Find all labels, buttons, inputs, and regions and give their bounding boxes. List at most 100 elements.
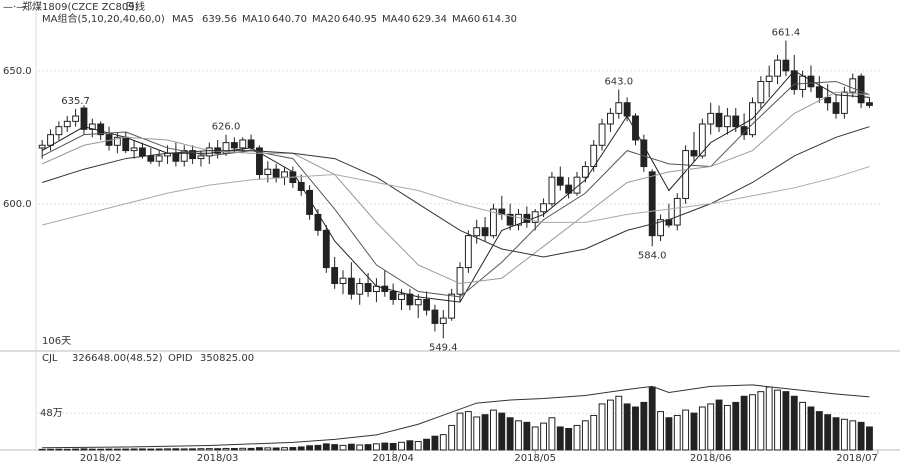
period: 日线 [125, 0, 145, 13]
candle-body [832, 102, 840, 114]
candle-body [139, 147, 146, 157]
candle-body [490, 208, 497, 237]
volume-bar [306, 445, 314, 451]
candle-body [690, 150, 698, 157]
volume-bar [824, 414, 832, 451]
annotation: 626.0 [212, 122, 241, 133]
volume-bar [615, 395, 623, 451]
volume-bar [38, 448, 46, 451]
candle-body [715, 112, 723, 128]
volume-bar [431, 435, 439, 451]
volume-bar [63, 448, 71, 451]
candle-body [189, 150, 197, 160]
volume-bar [540, 422, 547, 451]
legend-value: 629.34 [412, 14, 447, 25]
candle-body [97, 123, 105, 136]
candle-body [673, 197, 681, 226]
candle-body [723, 115, 731, 128]
candle-body [347, 277, 355, 295]
volume-bar [857, 421, 865, 451]
volume-bar [448, 424, 456, 451]
volume-bar [473, 416, 481, 451]
y-tick-label: 48万 [40, 408, 63, 419]
candle-body [431, 309, 439, 324]
candle-body [774, 59, 781, 77]
volume-bar [840, 418, 848, 451]
volume-latest: 326648.00(48.52) [72, 353, 163, 364]
candle-body [615, 102, 623, 114]
candle-body [423, 298, 430, 311]
volume-bar [506, 417, 514, 451]
candle-body [857, 75, 865, 104]
volume-bar [339, 444, 347, 451]
candle-body [682, 150, 690, 199]
candle-body [331, 267, 339, 285]
volume-bar [155, 448, 163, 451]
volume-bar [673, 414, 681, 451]
volume-bar [398, 441, 405, 451]
candle-body [364, 283, 372, 293]
candle-body [155, 155, 163, 162]
volume-bar [373, 443, 380, 451]
footnote: 106天 [42, 336, 71, 347]
volume-bar [707, 403, 715, 451]
volume-bar [164, 448, 171, 451]
volume-bar [790, 395, 798, 451]
candle-body [464, 235, 472, 269]
volume-bar [490, 409, 497, 451]
volume-bar [147, 448, 155, 451]
volume-bar [732, 401, 740, 451]
volume-bar [623, 403, 631, 451]
volume-bar [97, 448, 105, 451]
annotation: 635.7 [61, 96, 90, 107]
oi-name: OPID [168, 353, 193, 364]
candle-body [356, 283, 364, 295]
candle-body [130, 147, 138, 152]
volume-bar [598, 403, 606, 451]
candle-body [38, 144, 46, 149]
candle-body [481, 227, 489, 237]
candle-body [264, 168, 272, 176]
x-tick-label: 2018/07 [836, 453, 878, 464]
legend-name: MA5 [172, 14, 194, 25]
volume-bar [347, 443, 355, 451]
candle-body [222, 142, 230, 154]
volume-bar [606, 399, 614, 451]
candle-body [322, 229, 330, 269]
candle-body [122, 136, 130, 152]
candle-body [47, 134, 54, 146]
candle-body [389, 291, 397, 300]
volume-bar [439, 434, 447, 451]
candle-body [606, 112, 614, 125]
candle-body [272, 168, 280, 178]
volume-bar [849, 420, 857, 451]
volume-bar [640, 401, 648, 451]
volume-bar [289, 447, 297, 451]
candle-body [180, 150, 188, 162]
volume-bar [197, 448, 205, 451]
volume-bar [239, 447, 247, 451]
x-tick-label: 2018/03 [197, 453, 239, 464]
volume-bar [657, 411, 664, 451]
candle-body [640, 139, 648, 168]
volume-bar [782, 391, 790, 451]
volume-bar [665, 417, 673, 451]
volume-bar [222, 447, 230, 451]
candle-body [782, 59, 790, 72]
volume-bar [297, 446, 305, 451]
ma-legend-title: MA组合(5,10,20,40,60,0) [42, 12, 165, 25]
volume-bar [548, 417, 556, 451]
volume-bar [322, 443, 330, 451]
volume-bar [272, 447, 280, 451]
volume-bar [464, 411, 472, 451]
volume-bar [774, 389, 781, 451]
volume-bar [281, 447, 288, 451]
candle-body [573, 176, 581, 194]
volume-bar [314, 444, 322, 451]
candle-body [740, 126, 748, 136]
volume-bar [556, 426, 564, 451]
candle-body [849, 78, 857, 93]
open-interest-line [42, 384, 870, 449]
